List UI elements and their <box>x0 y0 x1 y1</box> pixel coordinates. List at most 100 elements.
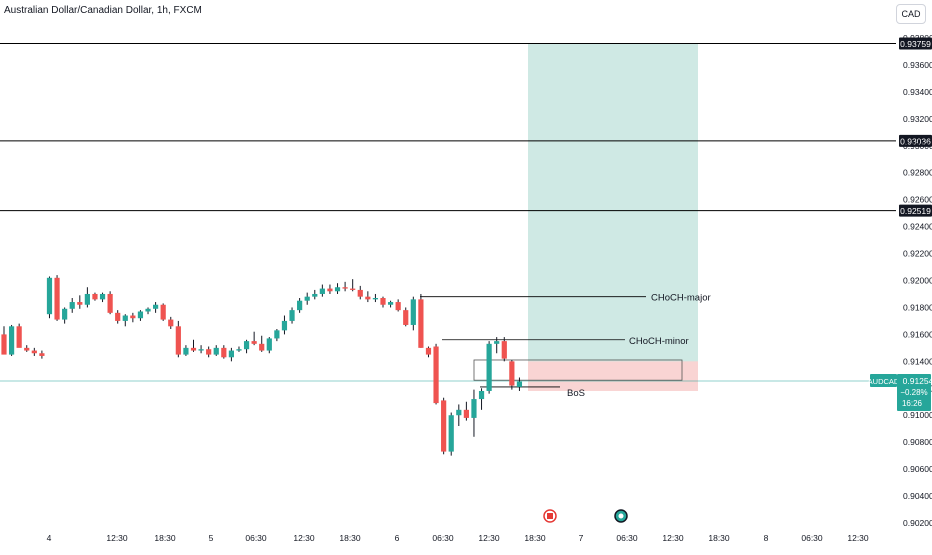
candle-body <box>387 302 394 305</box>
target-zone <box>528 43 698 366</box>
level-price-tag <box>899 37 932 50</box>
candle-body <box>266 338 272 351</box>
y-tick-label: 0.92800 <box>903 168 932 178</box>
level-price-label: 0.92519 <box>900 206 931 216</box>
candle-body <box>16 326 22 348</box>
candle-body <box>92 293 98 300</box>
australia-flag-event-icon-center <box>618 513 624 519</box>
y-tick-label: 0.93000 <box>903 141 932 151</box>
candle-body <box>251 341 257 344</box>
candle-body <box>190 347 197 351</box>
y-tick-label: 0.93400 <box>903 87 932 97</box>
currency-button[interactable]: CAD <box>896 4 926 24</box>
candle-body <box>206 349 212 355</box>
bos-label: BoS <box>567 388 585 399</box>
candle-body <box>130 315 136 319</box>
y-tick-label: 0.92200 <box>903 249 932 259</box>
candle-body <box>380 298 386 305</box>
level-price-label: 0.93036 <box>900 136 931 146</box>
y-tick-label: 0.90400 <box>903 491 932 501</box>
candle-body <box>99 293 106 300</box>
y-tick-label: 0.92600 <box>903 195 932 205</box>
candle-body <box>198 349 204 351</box>
candle-body <box>107 293 113 313</box>
x-tick-label: 8 <box>764 533 769 543</box>
candle-body <box>494 341 500 344</box>
candle-body <box>281 320 288 331</box>
level-price-tag <box>899 204 932 217</box>
candle-body <box>1 334 7 355</box>
level-price-tag <box>899 134 932 147</box>
candle-body <box>236 349 242 351</box>
x-tick-label: 12:30 <box>478 533 500 543</box>
x-tick-label: 18:30 <box>339 533 361 543</box>
candle-body <box>145 308 151 312</box>
candle-body <box>509 361 515 386</box>
candle-body <box>153 304 159 309</box>
level-price-label: 0.93759 <box>900 39 931 49</box>
y-tick-label: 0.92000 <box>903 276 932 286</box>
candle-body <box>62 308 68 320</box>
candle-body <box>54 277 60 320</box>
x-tick-label: 6 <box>395 533 400 543</box>
x-tick-label: 12:30 <box>293 533 315 543</box>
y-tick-label: 0.91000 <box>903 410 932 420</box>
candle-body <box>478 390 485 400</box>
candle-body <box>425 347 432 355</box>
y-tick-label: 0.91600 <box>903 329 932 339</box>
candle-body <box>137 311 144 319</box>
current-price-tag <box>897 374 931 412</box>
order-block-box <box>473 359 683 381</box>
x-tick-label: 12:30 <box>847 533 869 543</box>
y-tick-label: 0.90800 <box>903 437 932 447</box>
x-tick-label: 06:30 <box>616 533 638 543</box>
choch-minor-label: CHoCH-minor <box>629 336 689 347</box>
candle-body <box>471 399 477 418</box>
y-tick-label: 0.93800 <box>903 33 932 43</box>
candle-body <box>327 288 333 292</box>
x-tick-label: 12:30 <box>662 533 684 543</box>
x-tick-label: 18:30 <box>154 533 176 543</box>
y-tick-label: 0.93200 <box>903 114 932 124</box>
x-tick-label: 06:30 <box>245 533 267 543</box>
candle-body <box>448 415 454 452</box>
y-tick-label: 0.91800 <box>903 302 932 312</box>
y-tick-label: 0.90200 <box>903 518 932 528</box>
candle-body <box>84 293 90 305</box>
candle-body <box>31 350 37 354</box>
x-tick-label: 18:30 <box>708 533 730 543</box>
candle-body <box>8 326 15 355</box>
candle-body <box>115 312 121 321</box>
canada-flag-event-icon-center <box>547 513 553 519</box>
candle-body <box>403 310 409 325</box>
x-tick-label: 06:30 <box>801 533 823 543</box>
candle-body <box>274 330 280 339</box>
candle-body <box>319 288 325 294</box>
candle-body <box>77 302 83 305</box>
symbol-tag: AUDCAD <box>868 377 900 386</box>
candle-body <box>516 381 523 387</box>
candle-body <box>372 298 379 300</box>
candle-body <box>501 341 507 359</box>
x-tick-label: 06:30 <box>432 533 454 543</box>
candle-body <box>297 300 303 311</box>
y-tick-label: 0.91400 <box>903 356 932 366</box>
x-tick-label: 7 <box>579 533 584 543</box>
symbol-tag-box <box>870 374 897 388</box>
current-price-countdown: 16:26 <box>902 399 923 408</box>
x-tick-label: 4 <box>47 533 52 543</box>
candle-body <box>24 347 30 351</box>
candle-body <box>213 347 219 355</box>
x-tick-label: 12:30 <box>106 533 128 543</box>
candle-body <box>46 277 53 315</box>
candle-body <box>259 343 265 351</box>
candle-body <box>183 347 189 355</box>
candle-body <box>357 289 363 297</box>
x-tick-label: 18:30 <box>524 533 546 543</box>
candle-body <box>433 346 439 404</box>
candle-body <box>312 293 318 297</box>
candle-body <box>456 409 462 416</box>
candle-body <box>463 409 469 418</box>
